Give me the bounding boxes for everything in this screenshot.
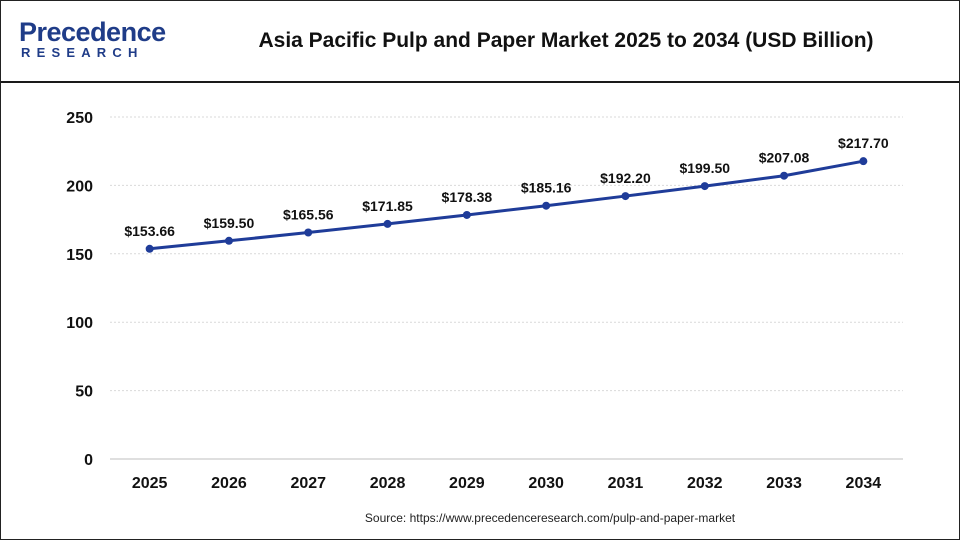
x-tick-label: 2027 xyxy=(290,475,326,492)
x-tick-label: 2030 xyxy=(528,475,564,492)
data-point xyxy=(224,236,233,245)
x-tick-label: 2029 xyxy=(449,475,485,492)
data-point xyxy=(145,244,154,253)
data-label: $217.70 xyxy=(838,135,889,151)
data-label: $185.16 xyxy=(521,180,572,196)
data-point xyxy=(621,192,630,201)
y-tick-label: 250 xyxy=(66,110,93,127)
brand-logo: Precedence RESEARCH xyxy=(19,17,169,65)
data-point xyxy=(700,182,709,191)
brand-tagline: RESEARCH xyxy=(21,45,144,60)
series-line xyxy=(149,159,864,251)
data-point xyxy=(383,219,392,228)
header: Precedence RESEARCH Asia Pacific Pulp an… xyxy=(1,1,959,81)
data-label: $153.66 xyxy=(124,223,175,239)
data-label: $171.85 xyxy=(362,198,413,214)
data-point xyxy=(462,210,471,219)
data-label: $207.08 xyxy=(759,150,810,166)
x-tick-label: 2025 xyxy=(132,475,168,492)
brand-name: Precedence xyxy=(19,17,166,47)
y-tick-label: 200 xyxy=(66,178,93,195)
y-tick-label: 150 xyxy=(66,247,93,264)
header-divider xyxy=(1,81,959,83)
data-label: $178.38 xyxy=(442,189,493,205)
data-point xyxy=(542,201,551,210)
x-tick-label: 2028 xyxy=(370,475,406,492)
data-label: $199.50 xyxy=(679,160,730,176)
y-tick-label: 100 xyxy=(66,315,93,332)
data-label: $192.20 xyxy=(600,170,651,186)
source-note: Source: https://www.precedenceresearch.c… xyxy=(364,511,736,525)
x-tick-label: 2032 xyxy=(687,475,723,492)
x-tick-label: 2033 xyxy=(766,475,802,492)
chart-title: Asia Pacific Pulp and Paper Market 2025 … xyxy=(258,29,874,52)
y-tick-label: 0 xyxy=(84,452,93,469)
data-label: $165.56 xyxy=(283,207,334,223)
y-tick-label: 50 xyxy=(75,384,93,401)
data-label: $159.50 xyxy=(204,215,255,231)
x-tick-label: 2031 xyxy=(608,475,644,492)
data-point xyxy=(304,228,313,237)
x-tick-label: 2026 xyxy=(211,475,247,492)
data-point xyxy=(780,171,789,180)
x-tick-label: 2034 xyxy=(846,475,882,492)
data-point xyxy=(859,157,868,166)
